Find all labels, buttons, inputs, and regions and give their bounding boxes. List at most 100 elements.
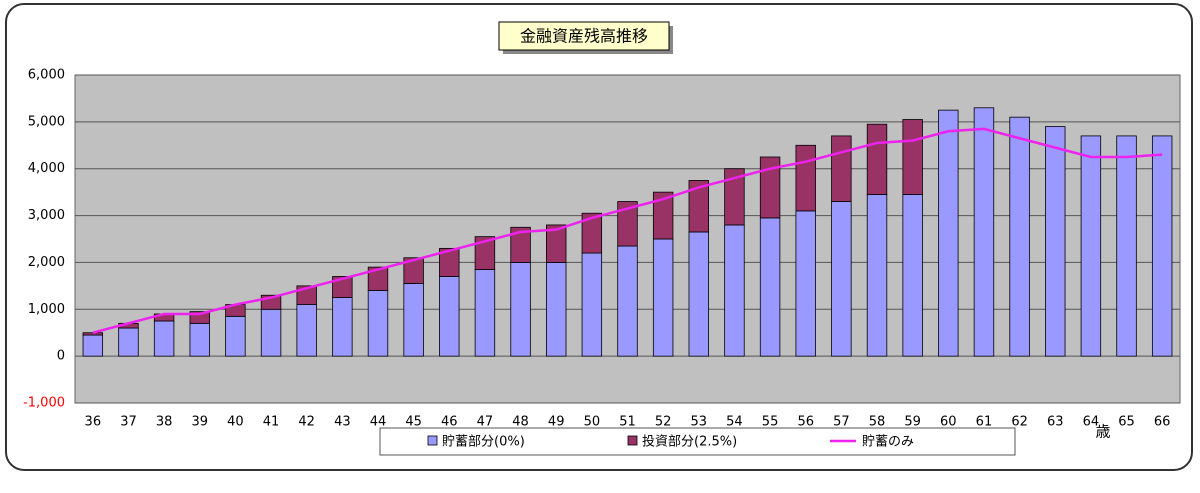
bar-segment (1045, 126, 1066, 357)
y-tick-label: 4,000 (28, 161, 65, 176)
bar-segment (902, 194, 923, 357)
x-tick-label: 53 (691, 415, 708, 430)
bar-segment (581, 252, 603, 357)
bar-segment (688, 180, 709, 233)
bar-segment (1080, 135, 1102, 357)
x-tick-label: 47 (477, 415, 494, 430)
bar-segment (439, 247, 460, 277)
bar-segment (759, 217, 781, 357)
x-tick-label: 48 (512, 415, 529, 430)
bar-segment (652, 238, 674, 357)
bar-segment (866, 194, 888, 357)
bar-segment (581, 212, 603, 254)
bar-segment (866, 123, 888, 195)
x-tick-label: 55 (762, 415, 779, 430)
title-box (498, 21, 670, 51)
bar-segment (296, 304, 317, 357)
bar-segment (510, 262, 531, 357)
x-tick-label: 54 (726, 415, 743, 430)
bar-segment (973, 107, 995, 357)
bar-segment (474, 269, 496, 357)
bar-segment (189, 322, 210, 357)
bar-segment (1116, 135, 1137, 357)
x-axis-label: 歳 (1095, 423, 1110, 441)
x-tick-label: 65 (1118, 415, 1135, 430)
bar-segment (118, 327, 139, 357)
bar-segment (831, 201, 852, 357)
x-tick-label: 57 (833, 415, 850, 430)
x-tick-label: 44 (370, 415, 387, 430)
legend-swatch (627, 435, 638, 446)
bar-segment (367, 266, 389, 291)
bar-segment (474, 236, 496, 270)
x-tick-label: 52 (655, 415, 672, 430)
bar-segment (795, 210, 816, 357)
bar-segment (510, 226, 531, 263)
bar-segment (546, 262, 567, 357)
y-tick-label: -1,000 (23, 396, 65, 411)
x-tick-label: 49 (548, 415, 565, 430)
bar-segment (332, 297, 353, 357)
x-tick-label: 58 (869, 415, 886, 430)
bar-segment (332, 276, 353, 298)
x-tick-label: 41 (263, 415, 280, 430)
bar-segment (688, 231, 709, 357)
legend-label: 貯蓄部分(0%) (442, 435, 525, 450)
x-tick-label: 61 (976, 415, 993, 430)
bar-segment (795, 144, 816, 212)
x-tick-label: 60 (940, 415, 957, 430)
bar-segment (617, 245, 638, 357)
bar-segment (652, 191, 674, 240)
bar-segment (439, 276, 460, 357)
bar-segment (724, 168, 745, 226)
x-tick-label: 39 (191, 415, 208, 430)
bar-segment (189, 311, 210, 324)
bar-segment (82, 332, 104, 336)
x-tick-label: 64 (1083, 415, 1100, 430)
y-tick-label: 3,000 (28, 208, 65, 223)
x-tick-label: 46 (441, 415, 458, 430)
bar-segment (367, 290, 389, 357)
x-tick-label: 37 (120, 415, 137, 430)
bar-segment (724, 224, 745, 357)
bar-segment (546, 224, 567, 263)
bar-segment (1151, 135, 1173, 357)
x-tick-label: 36 (85, 415, 102, 430)
bar-segment (831, 135, 852, 202)
bar-segment (153, 320, 175, 357)
x-tick-label: 50 (584, 415, 601, 430)
chart-title: 金融資産残高推移 (520, 27, 648, 46)
x-tick-label: 66 (1154, 415, 1171, 430)
x-tick-label: 63 (1047, 415, 1064, 430)
bar-segment (759, 156, 781, 219)
x-tick-label: 59 (904, 415, 921, 430)
bar-segment (225, 315, 246, 357)
x-tick-label: 45 (405, 415, 422, 430)
bar-segment (902, 119, 923, 195)
bar-segment (617, 201, 638, 247)
bar-segment (403, 257, 424, 284)
x-tick-label: 42 (298, 415, 315, 430)
bar-segment (1009, 116, 1030, 357)
y-tick-label: 5,000 (28, 114, 65, 129)
bar-segment (403, 283, 424, 357)
legend-box (379, 427, 1016, 456)
x-tick-label: 51 (619, 415, 636, 430)
x-tick-label: 38 (156, 415, 173, 430)
legend-swatch (427, 435, 438, 446)
legend-label: 貯蓄のみ (862, 435, 914, 450)
y-tick-label: 6,000 (28, 68, 65, 83)
y-tick-label: 2,000 (28, 255, 65, 270)
y-tick-label: 0 (57, 349, 65, 364)
bar-segment (260, 308, 282, 357)
x-tick-label: 40 (227, 415, 244, 430)
bar-segment (82, 334, 104, 357)
x-tick-label: 56 (797, 415, 814, 430)
legend-label: 投資部分(2.5%) (642, 434, 737, 450)
y-tick-label: 1,000 (28, 302, 65, 317)
x-tick-label: 62 (1011, 415, 1028, 430)
x-tick-label: 43 (334, 415, 351, 430)
line-series (92, 127, 1163, 334)
